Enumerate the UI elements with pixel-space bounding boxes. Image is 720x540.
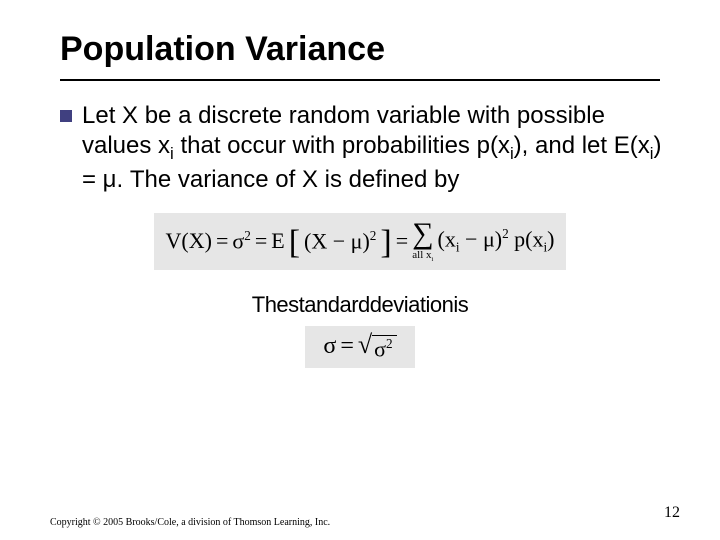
variance-formula: V(X) = σ2 = E[(X − μ)2] = ∑ all xi (xi −… [50, 213, 670, 270]
radicand: σ2 [372, 335, 396, 362]
seg: ) [547, 227, 554, 252]
sup: 2 [386, 336, 393, 351]
bracket-open-icon: [ [289, 232, 300, 254]
seg: μ) [351, 228, 370, 253]
formula-box: σ = √ σ2 [305, 326, 414, 368]
sup: 2 [502, 226, 509, 241]
para-seg: that occur with probabilities p(x [174, 132, 510, 159]
seg: − [465, 227, 477, 252]
seg: σ [374, 336, 386, 361]
formula-content: σ = √ σ2 [323, 332, 396, 362]
std-deviation-label: Thestandarddeviationis [50, 292, 670, 318]
seg: (x [438, 227, 456, 252]
bracket-close-icon: ] [380, 232, 391, 254]
copyright-text: Copyright © 2005 Brooks/Cole, a division… [50, 517, 330, 528]
f1-eq: = [216, 228, 228, 254]
sum-under: all xi [412, 250, 433, 264]
square-bullet-icon [60, 110, 72, 122]
body-paragraph: Let X be a discrete random variable with… [50, 101, 670, 195]
f1-vx: V(X) [166, 228, 212, 254]
stddev-formula: σ = √ σ2 [50, 326, 670, 368]
seg: p(x [514, 227, 543, 252]
f1-eq: = [255, 228, 267, 254]
summation-icon: ∑ all xi [412, 219, 433, 264]
seg: μ) [483, 227, 502, 252]
sup: 2 [370, 228, 377, 243]
f1-inner: (X − μ)2 [304, 228, 376, 254]
formula-content: V(X) = σ2 = E[(X − μ)2] = ∑ all xi (xi −… [166, 219, 555, 264]
page-title: Population Variance [50, 30, 670, 69]
f1-eq: = [396, 228, 408, 254]
f1-E: E [271, 228, 284, 254]
f1-rhs: (xi − μ)2 p(xi) [438, 226, 555, 256]
radical-symbol: √ [358, 332, 372, 358]
formula-box: V(X) = σ2 = E[(X − μ)2] = ∑ all xi (xi −… [154, 213, 567, 270]
title-underline [60, 79, 660, 81]
paragraph-text: Let X be a discrete random variable with… [82, 101, 670, 195]
sigma: σ [232, 228, 244, 253]
seg: all x [412, 249, 431, 261]
sub: i [432, 256, 434, 263]
page-number: 12 [664, 504, 680, 522]
f1-sigma: σ2 [232, 228, 250, 254]
seg: − [333, 228, 345, 253]
sup2: 2 [244, 228, 251, 243]
para-seg: ), and let E(x [514, 132, 650, 159]
f2-eq: = [340, 333, 354, 360]
sqrt-icon: √ σ2 [358, 332, 397, 362]
slide: Population Variance Let X be a discrete … [0, 0, 720, 368]
f2-sigma: σ [323, 333, 336, 360]
seg: (X [304, 228, 327, 253]
sub: i [456, 240, 460, 255]
sigma-symbol: ∑ [412, 219, 433, 249]
